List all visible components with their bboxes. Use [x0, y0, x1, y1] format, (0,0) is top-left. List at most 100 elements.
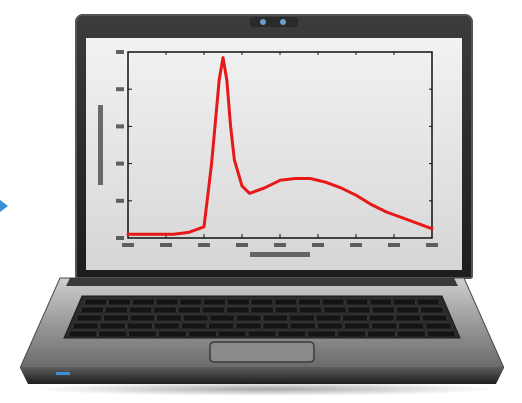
x-tick-label-mark: [388, 243, 400, 247]
key: [345, 298, 369, 306]
key: [317, 322, 343, 330]
key: [208, 322, 235, 330]
y-tick-label-mark: [116, 161, 124, 166]
key: [250, 306, 274, 314]
chart-series: [126, 56, 434, 236]
spectrum-chart: [98, 50, 438, 257]
x-tick-label-mark: [312, 243, 324, 247]
x-axis-label-mark: [250, 252, 310, 257]
x-tick-label-mark: [198, 243, 210, 247]
key: [127, 322, 153, 330]
key: [323, 306, 347, 314]
key: [298, 298, 321, 306]
key: [371, 306, 395, 314]
key: [209, 314, 235, 322]
hinge-strip: [66, 278, 458, 286]
key: [322, 298, 345, 306]
key: [425, 322, 452, 330]
key: [153, 306, 177, 314]
key: [262, 322, 289, 330]
key: [132, 298, 155, 306]
key: [274, 306, 298, 314]
key: [181, 322, 207, 330]
key: [84, 298, 107, 306]
key: [236, 314, 262, 322]
y-tick-label-mark: [116, 124, 124, 129]
key: [315, 314, 341, 322]
chart-ticks: [127, 51, 433, 239]
series-line: [126, 56, 434, 236]
key: [342, 314, 368, 322]
key: [108, 298, 131, 306]
key: [177, 306, 201, 314]
key: [422, 314, 448, 322]
key: [289, 314, 315, 322]
chart-tick-labels: [98, 50, 438, 257]
chart-axes: [127, 51, 433, 239]
key: [262, 314, 288, 322]
x-tick-label-mark: [236, 243, 248, 247]
x-tick-label-mark: [160, 243, 172, 247]
front-edge: [20, 368, 504, 384]
key: [227, 298, 250, 306]
key: [105, 306, 128, 314]
key: [68, 330, 98, 338]
key: [250, 298, 274, 306]
key: [299, 306, 322, 314]
key: [274, 298, 297, 306]
keyboard-keys: [68, 298, 456, 338]
key: [344, 322, 370, 330]
key: [183, 314, 209, 322]
key: [247, 330, 277, 338]
y-tick-label-mark: [116, 198, 124, 203]
key: [337, 330, 366, 338]
key: [369, 298, 392, 306]
key: [188, 330, 217, 338]
laptop-base: [20, 276, 504, 388]
key: [393, 298, 416, 306]
webcam-icon: [260, 19, 266, 25]
key: [72, 322, 99, 330]
x-tick-label-mark: [350, 243, 362, 247]
laptop-shadow: [30, 382, 500, 396]
chart-frame: [127, 51, 433, 239]
key: [99, 322, 126, 330]
key: [202, 306, 225, 314]
key: [76, 314, 102, 322]
key: [129, 306, 153, 314]
y-tick-label-mark: [116, 50, 124, 54]
key: [420, 306, 444, 314]
key: [129, 314, 155, 322]
key: [347, 306, 371, 314]
touchpad: [209, 341, 315, 363]
key: [103, 314, 129, 322]
x-tick-label-mark: [274, 243, 286, 247]
key: [367, 330, 396, 338]
webcam-bar: [250, 17, 298, 27]
key: [426, 330, 456, 338]
arrow-left-icon: [0, 200, 8, 212]
y-tick-label-mark: [116, 87, 124, 92]
y-axis-label-mark: [98, 105, 103, 185]
key: [226, 306, 250, 314]
key: [398, 322, 425, 330]
key: [371, 322, 397, 330]
x-tick-label-mark: [122, 243, 134, 247]
key: [217, 330, 247, 338]
x-tick-label-mark: [426, 243, 438, 247]
key: [154, 322, 180, 330]
key: [128, 330, 157, 338]
key: [277, 330, 306, 338]
power-indicator-icon: [56, 372, 70, 375]
key: [235, 322, 262, 330]
key: [289, 322, 316, 330]
key: [307, 330, 336, 338]
key: [203, 298, 226, 306]
key: [417, 298, 440, 306]
key: [98, 330, 127, 338]
laptop-lid: [75, 14, 473, 279]
laptop-screen: [86, 38, 462, 270]
key: [155, 298, 179, 306]
key: [179, 298, 202, 306]
